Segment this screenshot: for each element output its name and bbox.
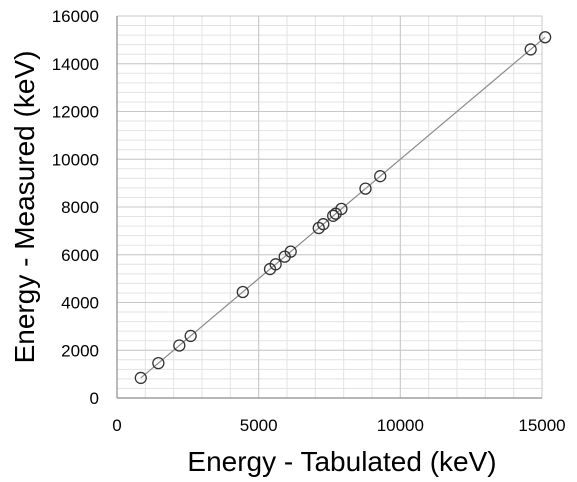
- data-point: [284, 245, 297, 258]
- x-axis-title: Energy - Tabulated (keV): [187, 446, 496, 477]
- data-point: [327, 209, 340, 222]
- data-point: [236, 285, 249, 299]
- y-tick-label: 10000: [52, 150, 99, 169]
- y-tick-label: 12000: [52, 103, 99, 122]
- y-tick-label: 16000: [52, 7, 99, 26]
- x-tick-labels: 0 5000 10000 15000: [112, 416, 565, 435]
- data-point: [184, 329, 197, 343]
- x-tick-label: 0: [112, 416, 121, 435]
- y-axis-title: Energy - Measured (keV): [9, 51, 40, 364]
- y-tick-label: 6000: [61, 246, 99, 265]
- trendline-layer: [140, 36, 546, 379]
- y-tick-label: 2000: [61, 341, 99, 360]
- data-point: [335, 202, 348, 216]
- axes: [116, 16, 542, 399]
- y-tick-label: 0: [90, 389, 99, 408]
- y-tick-label: 14000: [52, 55, 99, 74]
- data-point: [524, 43, 537, 56]
- y-tick-label: 4000: [61, 294, 99, 313]
- y-tick-label: 8000: [61, 198, 99, 217]
- x-tick-label: 5000: [240, 416, 278, 435]
- data-point: [359, 182, 372, 195]
- data-point: [152, 356, 165, 370]
- data-point: [312, 221, 325, 235]
- data-point: [173, 339, 186, 352]
- data-point: [538, 31, 552, 44]
- data-point: [317, 218, 330, 231]
- x-tick-label: 15000: [518, 416, 565, 435]
- data-points: [134, 31, 552, 385]
- x-tick-label: 10000: [377, 416, 424, 435]
- data-point: [134, 371, 147, 385]
- data-point: [269, 258, 282, 271]
- data-point: [374, 170, 387, 183]
- trendline: [140, 36, 546, 379]
- y-tick-labels: 0 2000 4000 6000 8000 10000 12000 14000 16000: [52, 7, 99, 408]
